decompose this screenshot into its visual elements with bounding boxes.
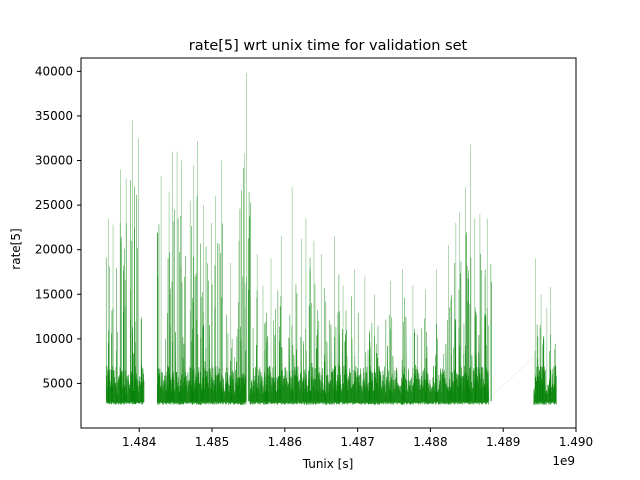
y-tick-label: 5000	[42, 376, 73, 390]
chart-title: rate[5] wrt unix time for validation set	[189, 38, 468, 54]
y-tick-label: 10000	[35, 332, 73, 346]
y-tick-label: 15000	[35, 287, 73, 301]
x-tick-label: 1.484	[122, 435, 156, 449]
y-axis-label: rate[5]	[9, 228, 23, 269]
x-tick-label: 1.486	[268, 435, 302, 449]
y-tick-label: 35000	[35, 109, 73, 123]
y-tick-label: 40000	[35, 64, 73, 78]
series-noise-band	[249, 316, 489, 405]
x-tick-label: 1.488	[413, 435, 447, 449]
plot-area	[105, 73, 557, 405]
x-tick-label: 1.489	[486, 435, 520, 449]
y-tick-label: 30000	[35, 154, 73, 168]
axes-frame	[80, 57, 577, 429]
series-gap-connector	[488, 356, 534, 400]
x-tick-label: 1.485	[195, 435, 229, 449]
y-tick-label: 20000	[35, 243, 73, 257]
x-tick-label: 1.487	[340, 435, 374, 449]
axes: 1.484 1.485 1.486 1.487 1.488 1.489 1.490 5000 1…	[35, 57, 593, 449]
x-axis-label: Tunix [s]	[302, 457, 354, 471]
x-offset-label: 1e9	[552, 454, 575, 468]
x-tick-label: 1.490	[559, 435, 593, 449]
y-tick-label: 25000	[35, 198, 73, 212]
